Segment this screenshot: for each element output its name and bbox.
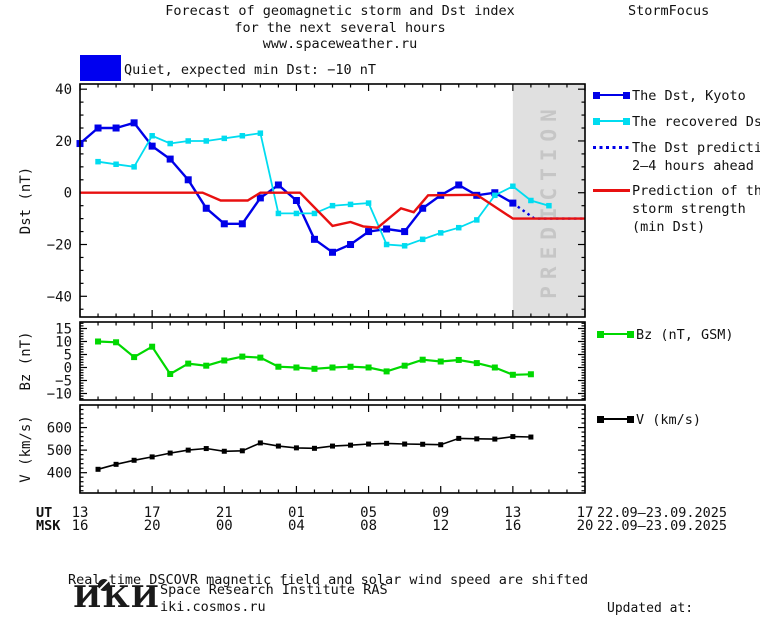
svg-text:22.09–23.09.2025: 22.09–23.09.2025	[597, 518, 727, 534]
status-color-box	[80, 55, 121, 81]
legend-text: The recovered Dst	[632, 114, 760, 130]
svg-text:20: 20	[55, 134, 72, 150]
svg-text:20: 20	[577, 518, 594, 534]
v-line-glyph	[597, 416, 634, 423]
figure-title: Forecast of geomagnetic storm and Dst in…	[80, 3, 600, 53]
svg-text:MSK: MSK	[36, 518, 61, 534]
updated-at-block: Updated at: UT 13:05, 23.09.2025 MSK 16:…	[599, 568, 760, 620]
svg-text:01: 01	[288, 505, 305, 521]
svg-text:05: 05	[360, 505, 377, 521]
institute-block: Space Research Institute RAS iki.cosmos.…	[160, 582, 388, 615]
brand-stormfocus: StormFocus	[628, 3, 710, 19]
svg-text:17: 17	[577, 505, 594, 521]
svg-text:V (km/s): V (km/s)	[18, 415, 34, 482]
institute-name: Space Research Institute RAS	[160, 582, 388, 598]
svg-text:15: 15	[55, 322, 72, 338]
svg-text:600: 600	[47, 421, 72, 437]
svg-text:400: 400	[47, 466, 72, 482]
svg-text:−40: −40	[47, 289, 72, 305]
status-label: Quiet, expected min Dst: −10 nT	[124, 62, 376, 78]
bz-line-glyph	[597, 331, 634, 338]
legend-text: The Dst prediction2–4 hours ahead	[632, 140, 760, 174]
svg-text:0: 0	[64, 361, 72, 377]
svg-text:16: 16	[72, 518, 89, 534]
iki-logo-text: ИКИ	[73, 580, 160, 615]
institute-site: iki.cosmos.ru	[160, 598, 266, 615]
svg-text:13: 13	[72, 505, 89, 521]
svg-text:10: 10	[55, 335, 72, 351]
svg-text:5: 5	[64, 348, 72, 364]
svg-text:21: 21	[216, 505, 233, 521]
svg-text:Dst (nT): Dst (nT)	[18, 167, 34, 234]
legend-text: Prediction of the storm strength (min Dst)	[632, 183, 760, 235]
svg-text:00: 00	[216, 518, 233, 534]
title-line-1: Forecast of geomagnetic storm and Dst in…	[165, 3, 515, 19]
svg-text:16: 16	[504, 518, 521, 534]
title-line-3: www.spaceweather.ru	[262, 36, 418, 52]
legend-text: The Dst, Kyoto	[632, 88, 746, 104]
svg-text:09: 09	[432, 505, 449, 521]
svg-text:500: 500	[47, 443, 72, 459]
legend-text: V (km/s)	[636, 412, 702, 428]
iki-logo: ИКИ	[73, 579, 160, 615]
satellite-icon	[98, 579, 110, 591]
svg-text:04: 04	[288, 518, 305, 534]
svg-text:0: 0	[64, 186, 72, 202]
svg-text:12: 12	[432, 518, 449, 534]
svg-text:22.09–23.09.2025: 22.09–23.09.2025	[597, 505, 727, 521]
recovered-line-glyph	[593, 118, 630, 125]
svg-text:PREDICTION: PREDICTION	[537, 102, 561, 298]
svg-text:20: 20	[144, 518, 161, 534]
legend-text: Bz (nT, GSM)	[636, 327, 734, 343]
svg-text:−5: −5	[55, 374, 72, 390]
updated-label: Updated at:	[607, 601, 694, 616]
svg-text:Bz (nT): Bz (nT)	[18, 331, 34, 390]
kyoto-line-glyph	[593, 92, 630, 99]
svg-text:08: 08	[360, 518, 377, 534]
dotted-line-glyph	[593, 144, 630, 151]
red-line-glyph	[593, 187, 630, 194]
svg-text:−20: −20	[47, 238, 72, 254]
svg-text:UT: UT	[36, 505, 52, 521]
svg-text:40: 40	[55, 82, 72, 98]
svg-text:13: 13	[504, 505, 521, 521]
title-line-2: for the next several hours	[234, 19, 446, 36]
svg-text:−10: −10	[47, 387, 72, 403]
svg-text:17: 17	[144, 505, 161, 521]
